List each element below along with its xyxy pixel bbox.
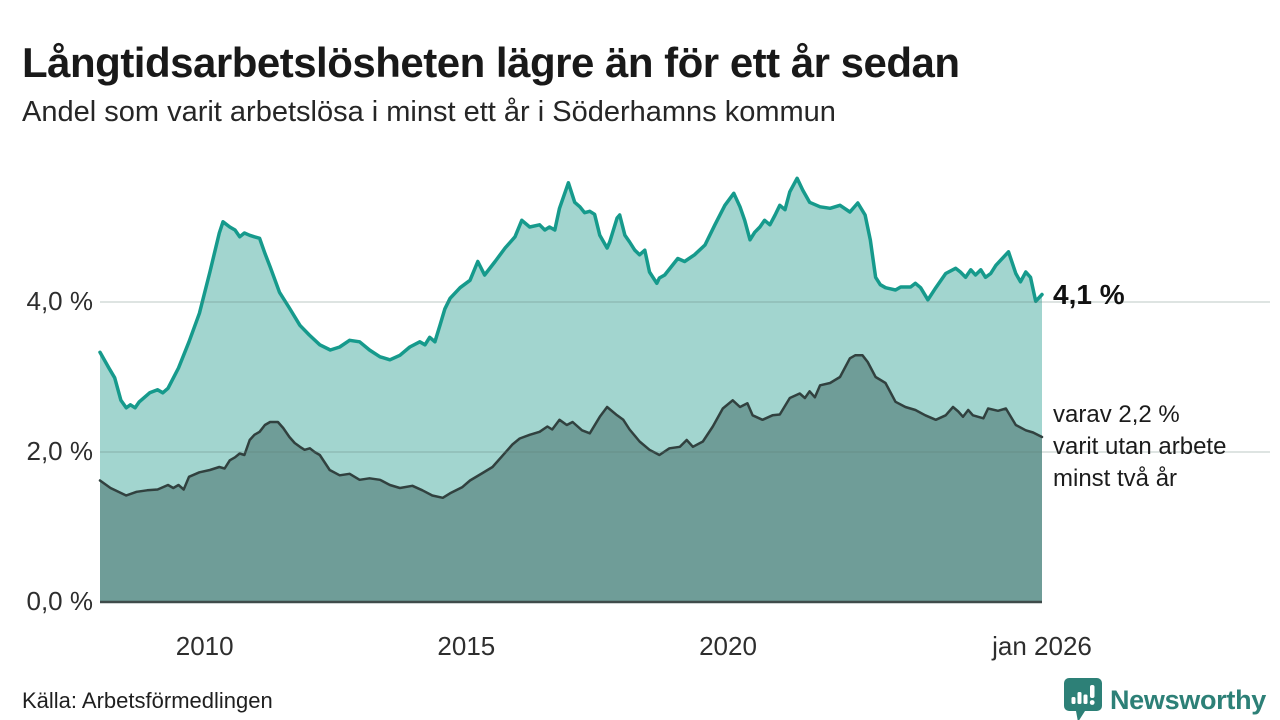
chart-series-layer: [98, 176, 1044, 603]
x-tick-label-2020: 2020: [699, 631, 757, 661]
newsworthy-logo-icon: [1063, 678, 1102, 720]
x-tick-label-2015: 2015: [437, 631, 496, 661]
x-tick-label-2026: jan 2026: [992, 631, 1092, 661]
annotation-line: varav 2,2 %: [1053, 401, 1180, 428]
annotation-line: minst två år: [1053, 465, 1178, 492]
chart-gridlines: [100, 301, 1270, 453]
series-area-subset: [100, 355, 1042, 602]
series-line-total: [98, 176, 1044, 410]
y-tick-label-0: 0,0 %: [26, 586, 94, 616]
page-title: Långtidsarbetslösheten lägre än för ett …: [22, 39, 960, 87]
newsworthy-logo: Newsworthy: [1063, 678, 1266, 720]
y-tick-label-4: 4,0 %: [26, 286, 94, 316]
series-end-label-subset: varav 2,2 % varit utan arbete minst två år: [1053, 399, 1226, 495]
annotation-line: varit utan arbete: [1053, 433, 1227, 460]
series-end-label-total: 4,1 %: [1053, 279, 1125, 310]
newsworthy-logo-text: Newsworthy: [1109, 684, 1266, 715]
y-tick-label-2: 2,0 %: [26, 436, 94, 466]
source-note: Källa: Arbetsförmedlingen: [22, 688, 273, 713]
x-tick-label-2010: 2010: [175, 631, 234, 661]
series-line-subset: [98, 354, 1044, 500]
chart-subtitle: Andel som varit arbetslösa i minst ett å…: [22, 96, 836, 128]
